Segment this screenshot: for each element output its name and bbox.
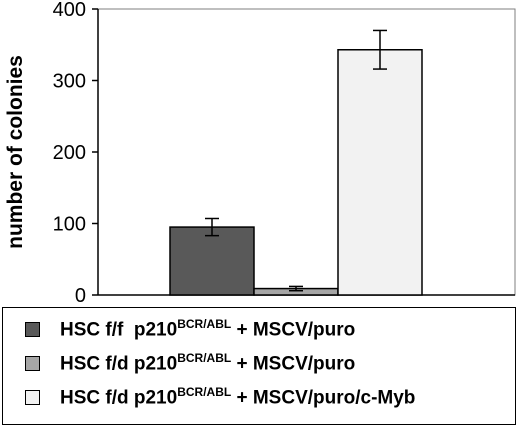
y-tick-label: 400 xyxy=(53,0,86,21)
bar xyxy=(169,226,255,296)
y-axis-label: number of colonies xyxy=(4,55,27,249)
error-bars xyxy=(205,29,387,292)
bar-chart: 0 100 200 300 400 number of colonies xyxy=(4,0,516,307)
legend-swatch xyxy=(25,355,40,371)
legend-label: HSC f/f p210BCR/ABL + MSCV/puro xyxy=(60,317,355,341)
legend-label-superscript: BCR/ABL xyxy=(177,316,232,331)
legend-label-main: HSC f/f p210 xyxy=(60,319,178,341)
legend-item: HSC f/d p210BCR/ABL + MSCV/puro/c-Myb xyxy=(25,382,415,412)
legend-label-suffix: + MSCV/puro xyxy=(231,353,356,375)
legend: HSC f/f p210BCR/ABL + MSCV/puro HSC f/d p… xyxy=(2,307,516,425)
y-tick-label: 200 xyxy=(53,142,86,164)
legend-swatch xyxy=(25,389,40,405)
plot-area xyxy=(97,8,516,296)
legend-swatch xyxy=(25,321,40,337)
legend-item: HSC f/f p210BCR/ABL + MSCV/puro xyxy=(25,314,355,344)
legend-label: HSC f/d p210BCR/ABL + MSCV/puro/c-Myb xyxy=(60,385,415,409)
legend-label-suffix: + MSCV/puro xyxy=(231,319,356,341)
y-tick-label: 0 xyxy=(75,285,86,307)
legend-label-main: HSC f/d p210 xyxy=(60,387,178,409)
y-tick-label: 100 xyxy=(53,214,86,236)
bar xyxy=(337,49,423,296)
bars xyxy=(169,49,423,296)
legend-label-main: HSC f/d p210 xyxy=(60,353,178,375)
legend-label-superscript: BCR/ABL xyxy=(177,350,232,365)
legend-label-suffix: + MSCV/puro/c-Myb xyxy=(231,387,416,409)
legend-label: HSC f/d p210BCR/ABL + MSCV/puro xyxy=(60,351,355,375)
y-tick-label: 300 xyxy=(53,71,86,93)
legend-label-superscript: BCR/ABL xyxy=(177,384,232,399)
legend-item: HSC f/d p210BCR/ABL + MSCV/puro xyxy=(25,348,355,378)
